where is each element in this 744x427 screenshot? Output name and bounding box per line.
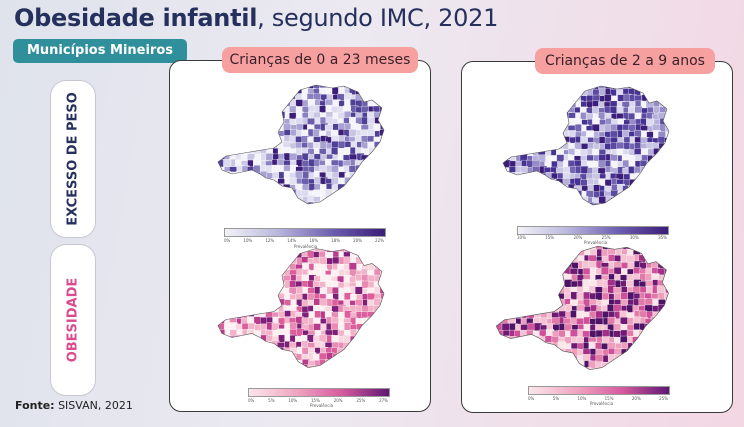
colorbar-caption-excess-0-23: Prevalência: [294, 244, 318, 249]
map-excess-0-23: [217, 84, 385, 205]
region-badge: Municípios Mineiros: [13, 39, 187, 63]
state-outline: [502, 85, 670, 206]
obesity-0-23-tick-3: 15%: [311, 398, 320, 403]
obesity-0-23-tick-2: 10%: [288, 398, 298, 403]
source-text: SISVAN, 2021: [54, 399, 133, 412]
excess-2-9-tick-0: 10%: [517, 235, 526, 240]
panel-title-0-23: Crianças de 0 a 23 meses: [222, 47, 418, 73]
colorbar-excess-0-23: [224, 228, 386, 237]
title-rest: , segundo IMC, 2021: [257, 4, 499, 32]
excess-2-9-tick-3: 25%: [601, 235, 611, 240]
map-cells: [218, 248, 384, 368]
state-outline: [217, 248, 385, 368]
excess-2-9-tick-1: 15%: [545, 235, 555, 240]
row-label-excess-text: EXCESSO DE PESO: [65, 92, 81, 226]
colorbar-caption-obesity-0-23: Prevalência: [310, 403, 334, 408]
map-cells: [496, 246, 669, 370]
excess-2-9-tick-4: 30%: [629, 235, 639, 240]
excess-0-23-tick-4: 16%: [309, 238, 319, 243]
obesity-2-9-tick-0: 0%: [528, 396, 535, 401]
colorbar-obesity-2-9: [528, 386, 670, 395]
excess-0-23-tick-7: 22%: [375, 238, 384, 243]
title-bold: Obesidade infantil: [14, 4, 258, 32]
excess-2-9-tick-2: 20%: [573, 235, 583, 240]
map-cells: [503, 86, 669, 205]
source-note: Fonte: SISVAN, 2021: [15, 399, 133, 412]
obesity-0-23-tick-0: 0%: [248, 398, 255, 403]
excess-0-23-tick-3: 14%: [287, 238, 297, 243]
row-label-excess: EXCESSO DE PESO: [50, 80, 96, 238]
obesity-0-23-tick-6: 27%: [379, 398, 388, 403]
excess-0-23-tick-0: 0%: [224, 238, 231, 243]
excess-2-9-tick-5: 35%: [658, 235, 667, 240]
colorbar-caption-excess-2-9: Prevalência: [584, 240, 608, 245]
obesity-2-9-tick-5: 25%: [659, 396, 668, 401]
obesity-2-9-tick-2: 10%: [577, 396, 587, 401]
row-label-obesity-text: OBESIDADE: [65, 277, 81, 363]
colorbar-excess-2-9: [517, 226, 669, 235]
colorbar-caption-obesity-2-9: Prevalência: [590, 401, 614, 406]
obesity-2-9-tick-1: 5%: [552, 396, 560, 401]
colorbar-ticks-excess-0-23: 0% 10% 12% 14% 16% 18% 20% 22%: [224, 238, 384, 243]
page-title: Obesidade infantil, segundo IMC, 2021: [14, 4, 498, 32]
excess-0-23-tick-6: 20%: [353, 238, 362, 243]
map-cells: [218, 85, 384, 204]
colorbar-ticks-excess-2-9: 10% 15% 20% 25% 30% 35%: [517, 235, 667, 240]
excess-0-23-tick-1: 10%: [243, 238, 253, 243]
map-obesity-2-9: [495, 245, 669, 370]
obesity-0-23-tick-5: 25%: [356, 398, 366, 403]
obesity-0-23-tick-4: 20%: [333, 398, 343, 403]
row-label-obesity: OBESIDADE: [50, 244, 96, 396]
state-outline: [495, 245, 669, 370]
obesity-2-9-tick-4: 20%: [631, 396, 641, 401]
obesity-0-23-tick-1: 5%: [268, 398, 275, 403]
excess-0-23-tick-5: 18%: [331, 238, 341, 243]
obesity-2-9-tick-3: 15%: [604, 396, 614, 401]
source-label: Fonte:: [15, 399, 55, 412]
state-outline: [217, 84, 385, 205]
colorbar-ticks-obesity-0-23: 0% 5% 10% 15% 20% 25% 27%: [248, 398, 388, 403]
map-excess-2-9: [502, 85, 670, 206]
excess-0-23-tick-2: 12%: [265, 238, 275, 243]
colorbar-obesity-0-23: [248, 388, 390, 397]
map-obesity-0-23: [217, 248, 385, 368]
panel-title-2-9: Crianças de 2 a 9 anos: [535, 48, 715, 74]
colorbar-ticks-obesity-2-9: 0% 5% 10% 15% 20% 25%: [528, 396, 668, 401]
